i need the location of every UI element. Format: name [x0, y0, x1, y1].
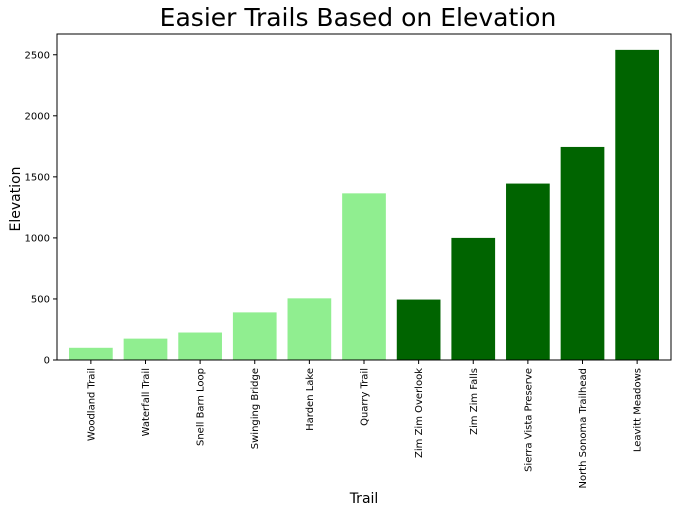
y-tick-label: 500: [31, 294, 50, 305]
y-tick-label: 2000: [25, 111, 50, 122]
x-axis-ticks: Woodland Trail Waterfall Trail Snell Barn …: [86, 360, 644, 489]
x-tick-label: Woodland Trail: [86, 368, 97, 441]
bars-layer: [69, 49, 659, 361]
y-axis-ticks: 0 500 1000 1500 2000 2500: [25, 50, 57, 367]
x-tick-label: Zim Zim Overlook: [414, 368, 425, 458]
y-tick-label: 1000: [25, 233, 50, 244]
x-tick-label: Leavitt Meadows: [633, 368, 644, 452]
x-axis-label: Trail: [349, 491, 379, 507]
y-axis-label: Elevation: [8, 166, 24, 231]
bar-leavitt-meadows: [615, 49, 659, 361]
bar-sierra-vista-preserve: [506, 183, 550, 360]
chart-title: Easier Trails Based on Elevation: [160, 3, 557, 32]
x-tick-label: Snell Barn Loop: [196, 368, 207, 446]
bar-zim-zim-overlook: [396, 299, 441, 360]
bar-quarry-trail: [342, 193, 386, 360]
x-tick-label: Waterfall Trail: [141, 368, 152, 436]
x-tick-label: Swinging Bridge: [250, 368, 261, 449]
bar-woodland-trail: [69, 347, 113, 360]
bar-waterfall-trail: [123, 338, 168, 360]
x-tick-label: Sierra Vista Preserve: [523, 368, 534, 472]
bar-north-sonoma-trailhead: [560, 146, 605, 360]
x-tick-label: Quarry Trail: [360, 368, 371, 426]
bar-harden-lake: [287, 298, 332, 360]
bar-snell-barn-loop: [178, 332, 222, 360]
y-tick-label: 1500: [25, 172, 50, 183]
bar-zim-zim-falls: [451, 237, 496, 360]
bar-swinging-bridge: [232, 312, 277, 360]
x-tick-label: North Sonoma Trailhead: [578, 368, 589, 489]
y-tick-label: 0: [44, 356, 50, 367]
x-tick-label: Zim Zim Falls: [469, 368, 480, 435]
plot-frame: [56, 33, 672, 361]
x-tick-label: Harden Lake: [305, 368, 316, 431]
y-tick-label: 2500: [25, 50, 50, 61]
